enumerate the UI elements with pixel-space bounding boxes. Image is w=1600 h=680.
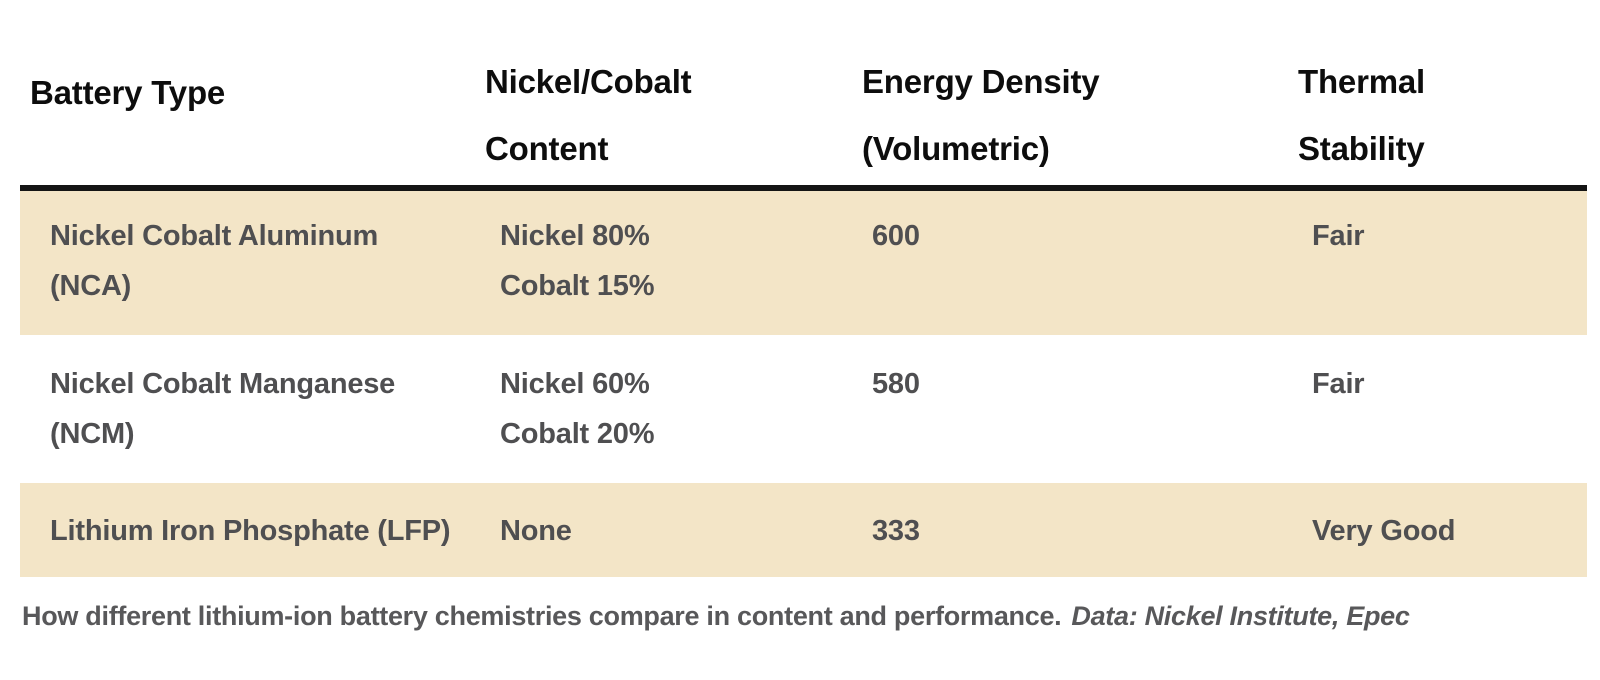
column-header-label-line2: (Volumetric): [862, 130, 1050, 167]
battery-name-line2: (NCM): [50, 418, 135, 450]
table-row-nca: Nickel Cobalt Aluminum (NCA) Nickel 80% …: [20, 191, 1587, 335]
column-header-energy-density: Energy Density (Volumetric): [860, 0, 1290, 185]
battery-name-line1: Nickel Cobalt Aluminum: [50, 220, 379, 252]
battery-name-line1: Lithium Iron Phosphate (LFP): [50, 515, 451, 547]
energy-density-value: 580: [872, 368, 920, 400]
column-header-nickel-cobalt-content: Nickel/Cobalt Content: [485, 0, 860, 185]
energy-density-value: 333: [872, 515, 920, 547]
cobalt-content-value: Cobalt 20%: [500, 418, 655, 450]
energy-density-cell: 333: [860, 483, 1290, 577]
thermal-stability-cell: Fair: [1290, 335, 1587, 483]
battery-type-cell: Lithium Iron Phosphate (LFP): [20, 483, 485, 577]
column-header-label-line1: Nickel/Cobalt: [485, 63, 692, 100]
column-header-thermal-stability: Thermal Stability: [1290, 0, 1587, 185]
column-header-battery-type: Battery Type: [20, 0, 485, 185]
battery-type-cell: Nickel Cobalt Manganese (NCM): [20, 335, 485, 483]
cobalt-content-value: Cobalt 15%: [500, 270, 655, 302]
energy-density-cell: 580: [860, 335, 1290, 483]
column-header-label-line1: Energy Density: [862, 63, 1100, 100]
nickel-content-value: Nickel 80%: [500, 220, 650, 252]
nickel-cobalt-content-cell: None: [485, 483, 860, 577]
thermal-stability-value: Fair: [1312, 368, 1365, 400]
battery-name-line2: (NCA): [50, 270, 132, 302]
comparison-table: Battery Type Nickel/Cobalt Content Energ…: [20, 0, 1587, 577]
nickel-content-value: Nickel 60%: [500, 368, 650, 400]
nickel-cobalt-content-cell: Nickel 60% Cobalt 20%: [485, 335, 860, 483]
battery-type-cell: Nickel Cobalt Aluminum (NCA): [20, 191, 485, 335]
nickel-content-value: None: [500, 515, 572, 547]
column-header-label-line1: Thermal: [1298, 63, 1425, 100]
table-caption: How different lithium-ion battery chemis…: [22, 598, 1410, 634]
column-header-label: Battery Type: [30, 74, 226, 111]
thermal-stability-value: Very Good: [1312, 515, 1456, 547]
column-header-label-line2: Content: [485, 130, 609, 167]
thermal-stability-value: Fair: [1312, 220, 1365, 252]
energy-density-value: 600: [872, 220, 920, 252]
thermal-stability-cell: Fair: [1290, 191, 1587, 335]
caption-text: How different lithium-ion battery chemis…: [22, 601, 1062, 631]
caption-data-source: Data: Nickel Institute, Epec: [1071, 601, 1410, 631]
thermal-stability-cell: Very Good: [1290, 483, 1587, 577]
header-divider-rule: [20, 185, 1587, 191]
battery-name-line1: Nickel Cobalt Manganese: [50, 368, 396, 400]
table-row-ncm: Nickel Cobalt Manganese (NCM) Nickel 60%…: [20, 335, 1587, 483]
energy-density-cell: 600: [860, 191, 1290, 335]
table-row-lfp: Lithium Iron Phosphate (LFP) None 333 Ve…: [20, 483, 1587, 577]
table-header-row: Battery Type Nickel/Cobalt Content Energ…: [20, 0, 1587, 185]
column-header-label-line2: Stability: [1298, 130, 1425, 167]
nickel-cobalt-content-cell: Nickel 80% Cobalt 15%: [485, 191, 860, 335]
